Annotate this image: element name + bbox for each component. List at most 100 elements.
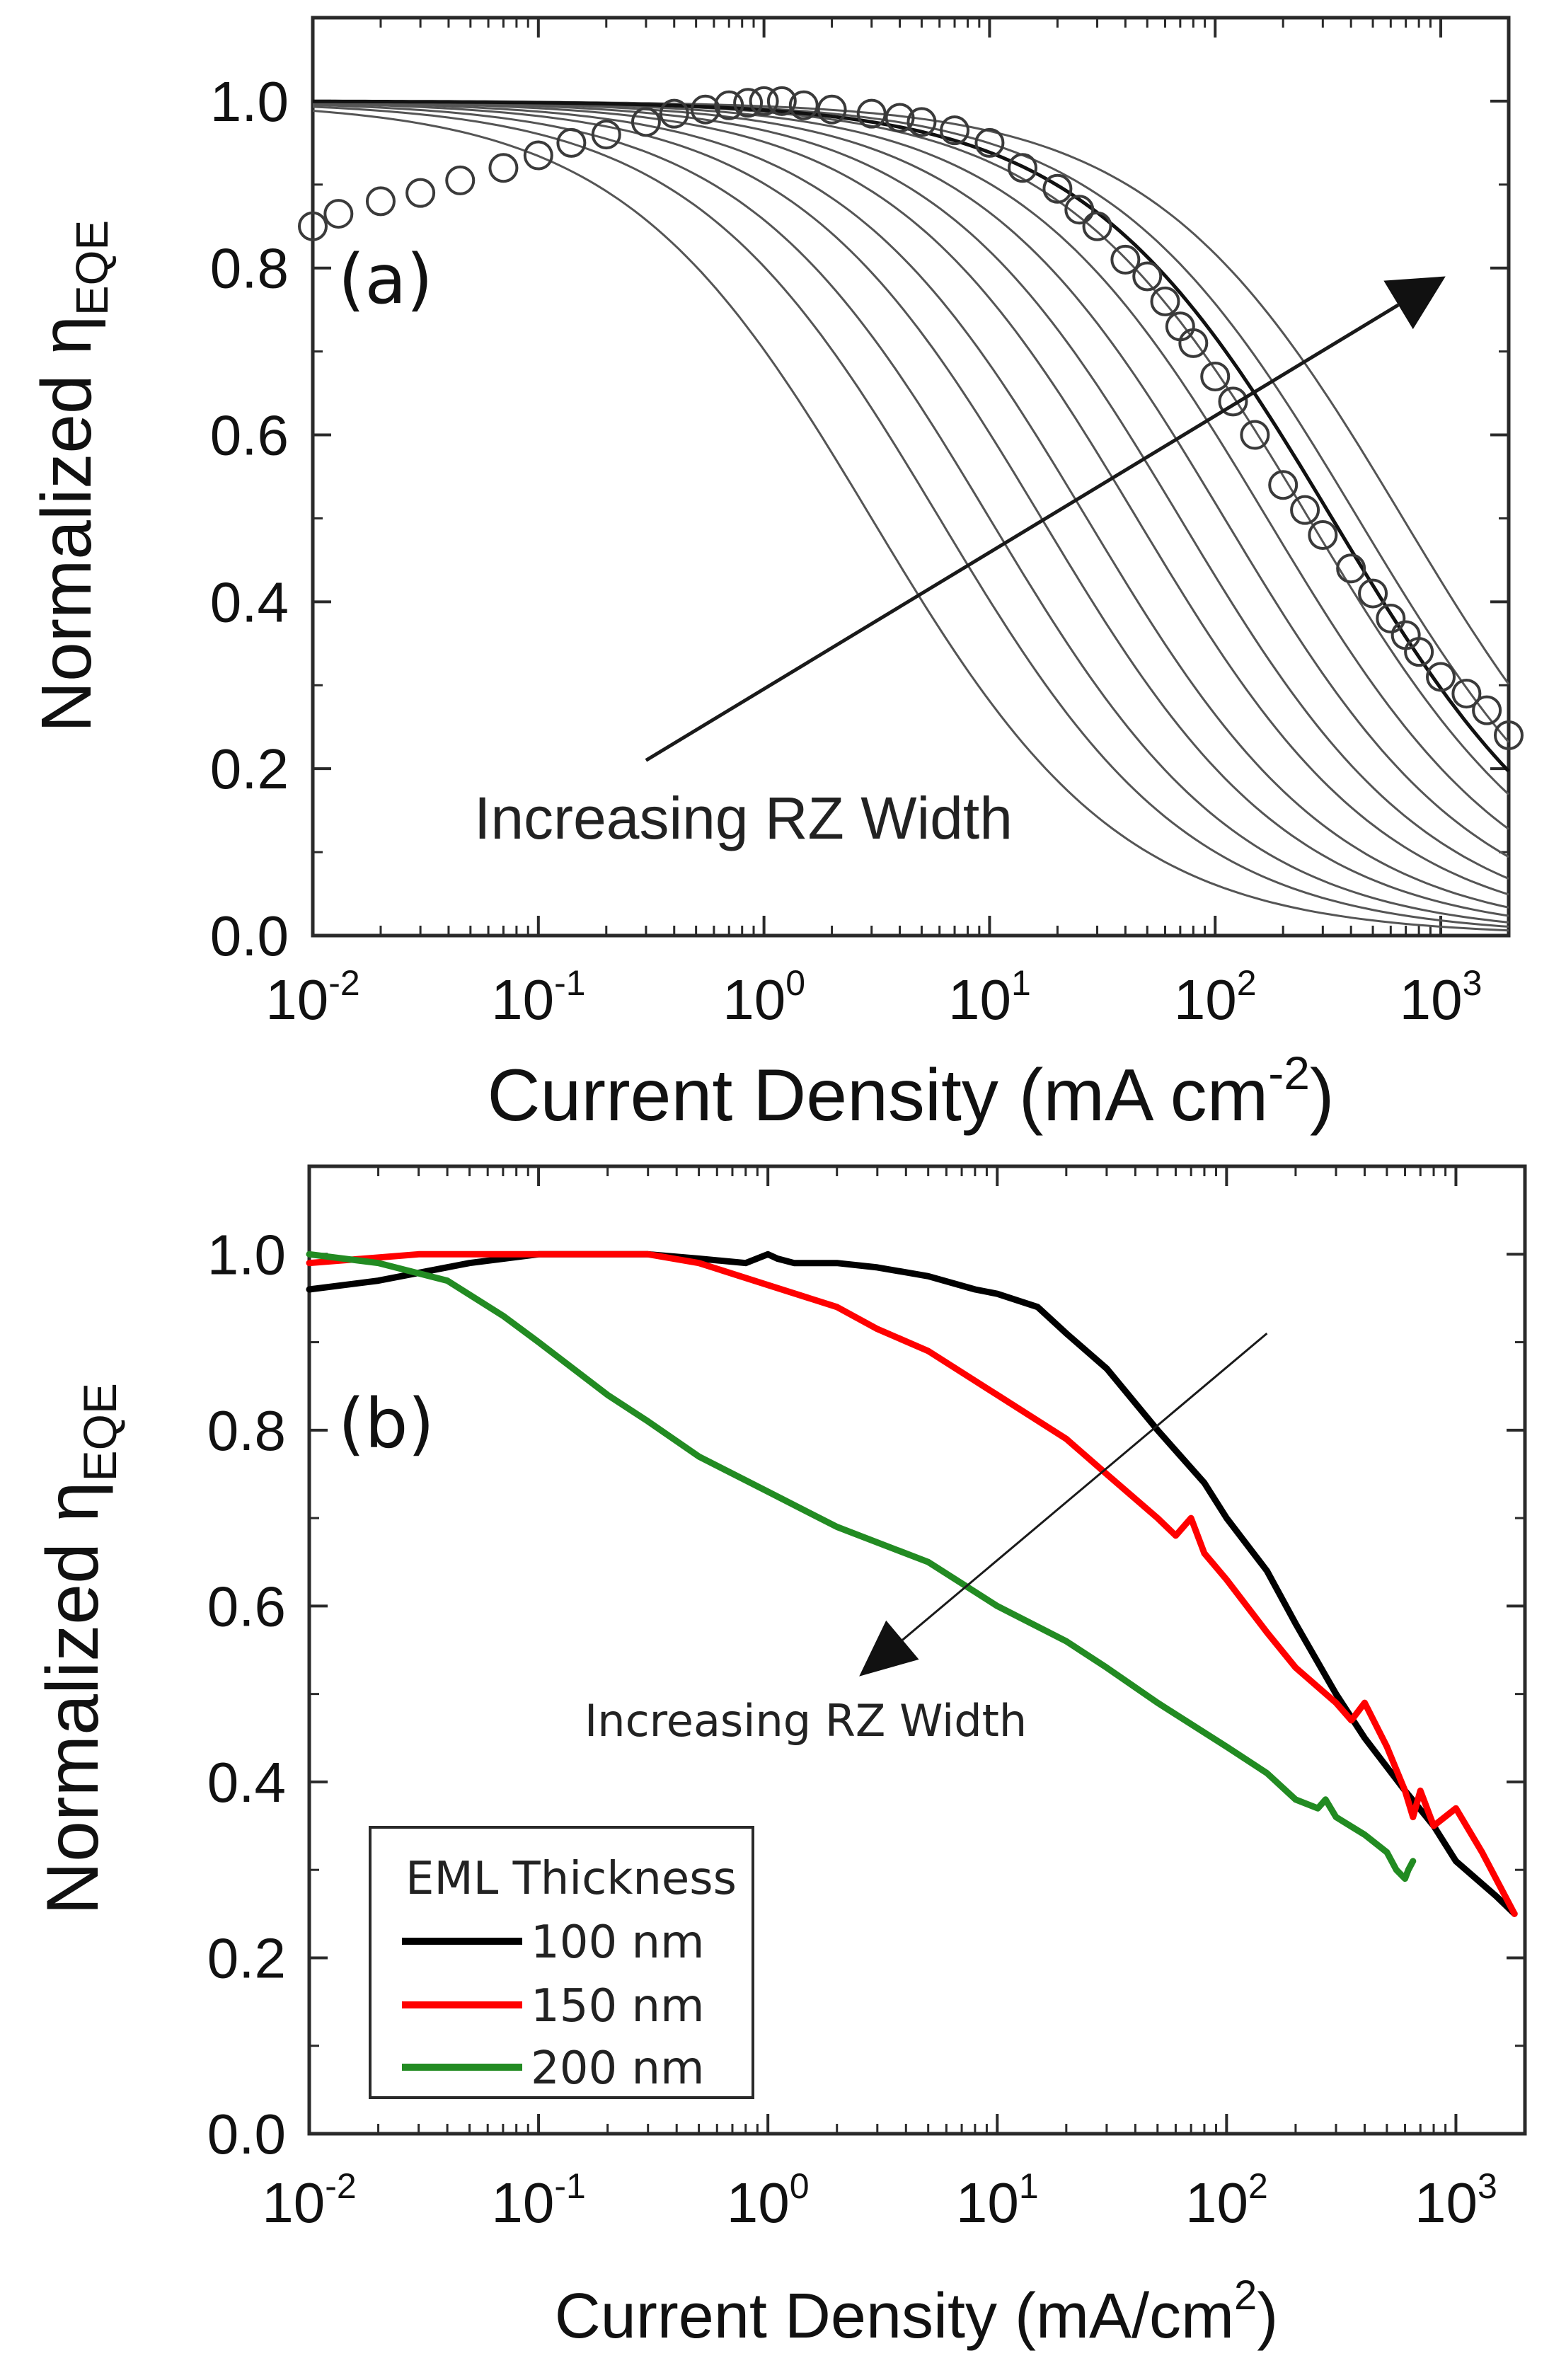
data-point xyxy=(1008,153,1038,183)
xtick-label: 100 xyxy=(722,963,805,1031)
data-point xyxy=(1376,603,1406,633)
ytick-label: 0.2 xyxy=(210,737,289,800)
panel-a-xlabel-end: ) xyxy=(1310,1054,1335,1137)
fit-curve xyxy=(313,99,1510,773)
panel-a-xlabel: Current Density (mA cm-2) xyxy=(487,1047,1334,1137)
data-point xyxy=(856,98,887,129)
ytick-label: 0.8 xyxy=(210,237,289,300)
panel-a-ylabel: Normalized ηEQE xyxy=(27,220,117,732)
data-point xyxy=(690,94,720,125)
ytick-label: 1.0 xyxy=(207,1223,286,1286)
panel-a-arrow xyxy=(645,303,1400,762)
data-point xyxy=(1290,495,1320,525)
panel-b-plot-frame xyxy=(307,1164,1527,2136)
xtick-label: 10-2 xyxy=(262,2166,356,2234)
data-point xyxy=(365,186,396,217)
model-curve-5 xyxy=(312,101,1509,909)
panel-b: 0.00.20.40.60.81.0 10-2 10-1 100 101 102 103 … xyxy=(32,1164,1527,2352)
xtick-label: 100 xyxy=(727,2166,810,2234)
data-point xyxy=(298,211,328,241)
data-point xyxy=(1082,211,1112,241)
data-point xyxy=(659,98,689,129)
data-point xyxy=(323,199,354,229)
xtick-label: 103 xyxy=(1415,2166,1497,2234)
model-curve-4 xyxy=(312,103,1509,917)
data-point xyxy=(906,107,937,137)
model-curve-2 xyxy=(312,105,1509,928)
data-point xyxy=(1336,553,1366,584)
panel-a-ylabel-main: Normalized η xyxy=(27,316,106,732)
model-curve-11 xyxy=(313,100,1510,743)
legend-title: EML Thickness xyxy=(405,1853,737,1905)
data-point xyxy=(1132,261,1163,292)
data-point xyxy=(766,86,797,116)
panel-b-xlabel-sup: 2 xyxy=(1234,2272,1257,2318)
data-point xyxy=(788,90,819,120)
xtick-label: 102 xyxy=(1185,2166,1268,2234)
data-point xyxy=(405,178,436,208)
data-point xyxy=(1240,420,1270,450)
data-point xyxy=(556,127,587,158)
model-curve-6 xyxy=(312,101,1509,896)
panel-b-arrowhead xyxy=(859,1620,919,1677)
data-point xyxy=(940,115,970,146)
data-point xyxy=(488,153,519,183)
xtick-label: 103 xyxy=(1400,963,1482,1031)
xtick-label: 101 xyxy=(956,2166,1039,2234)
legend-box xyxy=(369,1826,754,2099)
panel-b-ylabel-sub: EQE xyxy=(74,1383,126,1481)
series-line-150nm xyxy=(306,1251,1518,1917)
series-line-100nm xyxy=(306,1251,1518,1917)
model-curve-7 xyxy=(312,100,1509,880)
panel-b-ylabel: Normalized ηEQE xyxy=(32,1383,126,1915)
ytick-label: 1.0 xyxy=(210,70,289,133)
xtick-label: 101 xyxy=(948,963,1031,1031)
panel-a-arrowhead xyxy=(1383,276,1446,330)
panel-a-annotation: Increasing RZ Width xyxy=(474,785,1013,851)
data-point xyxy=(1042,173,1073,204)
ytick-label: 0.0 xyxy=(207,2103,286,2166)
data-point xyxy=(1268,470,1299,500)
panel-a-plot-frame xyxy=(311,16,1511,938)
model-curve-9 xyxy=(313,100,1509,830)
data-point xyxy=(817,94,847,125)
data-point xyxy=(1451,679,1482,709)
panel-a-ylabel-sub: EQE xyxy=(67,220,117,316)
panel-a: 0.00.20.40.60.81.0 10-2 10-1 100 101 102 103 … xyxy=(27,16,1524,1137)
xtick-label: 10-1 xyxy=(491,963,585,1031)
panel-a-xlabel-main: Current Density (mA cm xyxy=(487,1054,1268,1137)
data-point xyxy=(1064,195,1095,225)
data-point xyxy=(1150,286,1180,316)
data-point xyxy=(714,90,744,120)
data-point xyxy=(1404,637,1434,667)
data-point xyxy=(1494,720,1524,751)
panel-b-xlabel: Current Density (mA/cm2) xyxy=(555,2272,1278,2352)
data-point xyxy=(591,120,621,150)
xtick-label: 102 xyxy=(1174,963,1257,1031)
xtick-label: 10-2 xyxy=(265,963,359,1031)
panel-b-annotation: Increasing RZ Width xyxy=(585,1695,1027,1747)
data-point xyxy=(1426,662,1456,692)
panel-b-arrow xyxy=(902,1332,1268,1641)
panel-a-xlabel-sup: -2 xyxy=(1268,1047,1310,1099)
data-point xyxy=(631,107,661,137)
data-point xyxy=(749,86,779,116)
data-point xyxy=(445,165,476,195)
model-curve-10 xyxy=(312,100,1510,795)
panel-b-ylabel-main: Normalized η xyxy=(32,1481,114,1915)
data-point xyxy=(733,88,764,118)
ytick-label: 0.0 xyxy=(210,904,289,967)
model-curve-1 xyxy=(312,110,1509,932)
panel-b-xlabel-end: ) xyxy=(1257,2281,1278,2352)
panel-a-label: (a) xyxy=(338,240,433,319)
legend-label-150nm: 150 nm xyxy=(531,1980,704,2033)
ytick-label: 0.8 xyxy=(207,1399,286,1462)
data-point xyxy=(1165,311,1195,342)
legend-label-200nm: 200 nm xyxy=(531,2042,704,2095)
data-point xyxy=(1110,244,1141,275)
data-point xyxy=(974,127,1005,158)
data-point xyxy=(1218,386,1248,417)
ytick-label: 0.6 xyxy=(210,404,289,467)
panel-b-xlabel-main: Current Density (mA/cm xyxy=(555,2281,1234,2352)
